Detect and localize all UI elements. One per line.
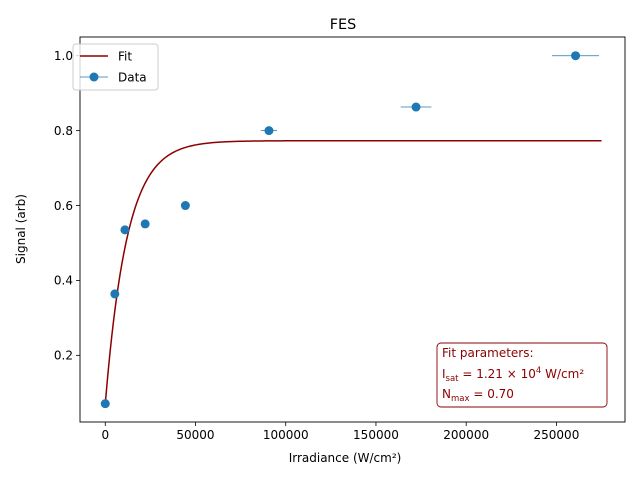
legend-data-marker <box>89 72 99 82</box>
fit-parameters-frame <box>436 342 608 408</box>
chart-title: FES <box>330 17 357 33</box>
y-tick-label: 0.2 <box>54 349 73 363</box>
y-axis-label: Signal (arb) <box>14 194 28 264</box>
x-tick-label: 0 <box>101 428 109 442</box>
data-point <box>571 51 581 61</box>
fit-nmax-line: Nmax = 0.70 <box>442 387 514 404</box>
data-point <box>110 289 120 299</box>
y-tick-label: 1.0 <box>54 49 73 63</box>
plot-frame <box>79 36 626 423</box>
legend-fit-label: Fit <box>118 50 132 64</box>
isat-exponent: 4 <box>536 366 541 376</box>
x-tick-label: 250000 <box>534 428 580 442</box>
axis-ticks: 0 50000 100000 150000 200000 250000 0.2 0.4 0.6 0… <box>54 49 579 442</box>
x-tick-label: 50000 <box>176 428 214 442</box>
isat-subscript: sat <box>446 374 460 384</box>
data-point <box>264 126 274 136</box>
fit-isat-line: Isat = 1.21 × 104 W/cm² <box>442 366 584 384</box>
x-tick-label: 100000 <box>263 428 309 442</box>
data-point <box>100 399 110 409</box>
fit-curve <box>104 139 602 405</box>
data-point <box>411 102 421 112</box>
isat-value: = 1.21 × 10 <box>459 367 536 381</box>
y-tick-label: 0.4 <box>54 274 73 288</box>
legend-data-label: Data <box>118 71 147 85</box>
x-tick-label: 200000 <box>443 428 489 442</box>
nmax-value: = 0.70 <box>470 387 514 401</box>
isat-symbol: I <box>442 367 446 381</box>
x-tick-label: 150000 <box>353 428 399 442</box>
data-point <box>180 201 190 211</box>
isat-unit: W/cm² <box>541 367 584 381</box>
nmax-subscript: max <box>451 394 470 404</box>
fit-parameters-box: Fit parameters: Isat = 1.21 × 104 W/cm² … <box>436 342 608 408</box>
x-axis-label: Irradiance (W/cm²) <box>289 451 402 465</box>
y-tick-label: 0.8 <box>54 124 73 138</box>
legend: Fit Data <box>72 43 159 91</box>
nmax-symbol: N <box>442 387 451 401</box>
plot-data-layer <box>100 51 602 409</box>
fit-parameters-heading: Fit parameters: <box>442 346 534 360</box>
data-point <box>140 219 150 229</box>
y-tick-label: 0.6 <box>54 199 73 213</box>
data-point <box>120 225 130 235</box>
